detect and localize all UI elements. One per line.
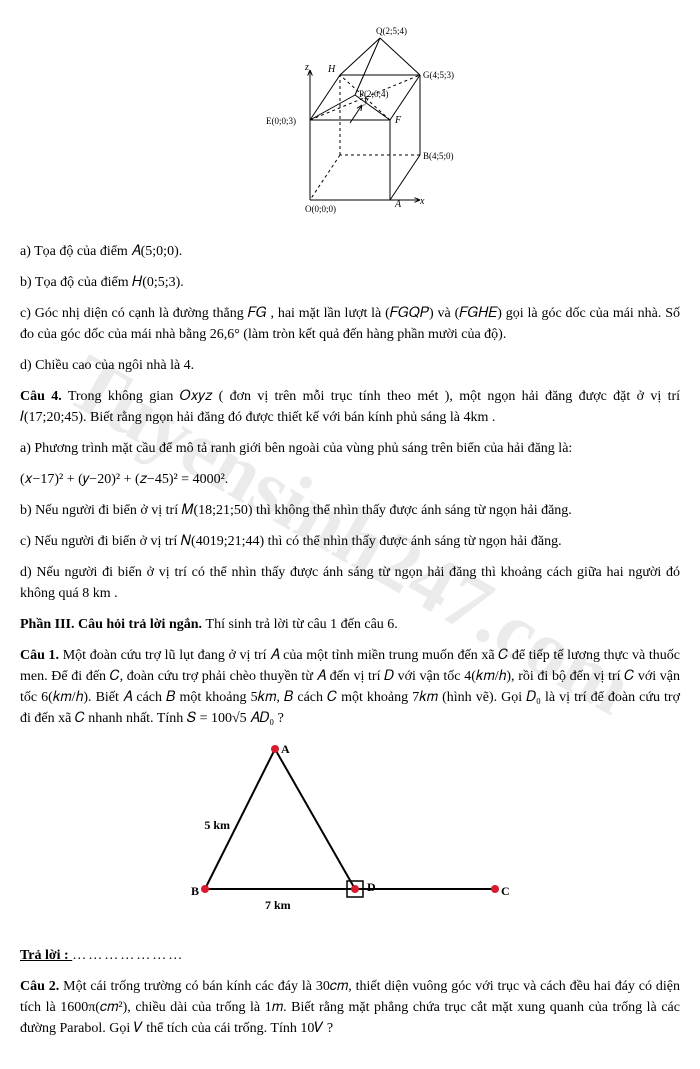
- svg-text:G(4;5;3): G(4;5;3): [423, 70, 454, 80]
- figure-3d: yO(0;0;0)AB(4;5;0)E(0;0;3)FG(4;5;3)HP(2;…: [220, 10, 480, 220]
- cau4-b: b) Nếu người đi biển ở vị trí 𝑀(18;21;50…: [20, 500, 680, 521]
- traloi-label: Trả lời :: [20, 948, 72, 963]
- svg-text:H: H: [327, 64, 336, 75]
- svg-text:x: x: [419, 196, 425, 207]
- page-content: yO(0;0;0)AB(4;5;0)E(0;0;3)FG(4;5;3)HP(2;…: [20, 10, 680, 1039]
- cau4-intro: Câu 4. Trong không gian 𝑂𝑥𝑦𝑧 ( đơn vị tr…: [20, 386, 680, 428]
- cau4-c: c) Nếu người đi biển ở vị trí 𝑁(4019;21;…: [20, 531, 680, 552]
- phan3-cau2-text: Câu 2. Một cái trống trường có bán kính …: [20, 979, 680, 1036]
- cau4-intro-text: Trong không gian 𝑂𝑥𝑦𝑧 ( đơn vị trên mỗi …: [20, 389, 680, 425]
- cau4-eq: (𝑥−17)² + (𝑦−20)² + (𝑧−45)² = 4000².: [20, 469, 680, 490]
- phan3-heading: Phần III. Câu hỏi trả lời ngắn. Thí sinh…: [20, 614, 680, 635]
- svg-text:O(0;0;0): O(0;0;0): [305, 204, 336, 214]
- item-d: d) Chiều cao của ngôi nhà là 4.: [20, 355, 680, 376]
- cau4-a: a) Phương trình mặt cầu để mô tả ranh gi…: [20, 438, 680, 459]
- cau2-label: Câu 2.: [20, 979, 59, 994]
- svg-text:7 km: 7 km: [265, 898, 291, 912]
- cau4-label: Câu 4.: [20, 389, 62, 404]
- traloi: Trả lời : …………………: [20, 945, 680, 966]
- svg-text:z: z: [304, 62, 309, 73]
- svg-text:C: C: [501, 884, 510, 898]
- svg-text:B(4;5;0): B(4;5;0): [423, 151, 454, 161]
- figure-3d-wrap: yO(0;0;0)AB(4;5;0)E(0;0;3)FG(4;5;3)HP(2;…: [20, 10, 680, 227]
- cau1-label: Câu 1.: [20, 648, 59, 663]
- svg-text:5 km: 5 km: [204, 818, 230, 832]
- svg-text:A: A: [394, 199, 402, 210]
- phan3-cau1-text: Câu 1. Một đoàn cứu trợ lũ lụt đang ở vị…: [20, 648, 680, 726]
- svg-text:D: D: [367, 880, 376, 894]
- phan3-heading-tail: Thí sinh trả lời từ câu 1 đến câu 6.: [206, 617, 398, 632]
- phan3-cau2: Câu 2. Một cái trống trường có bán kính …: [20, 976, 680, 1039]
- svg-text:P(2;0;4): P(2;0;4): [359, 89, 389, 99]
- cau4-d: d) Nếu người đi biển ở vị trí có thể nhì…: [20, 562, 680, 604]
- phan3-cau1: Câu 1. Một đoàn cứu trợ lũ lụt đang ở vị…: [20, 645, 680, 729]
- svg-text:F: F: [394, 115, 402, 126]
- svg-text:E(0;0;3): E(0;0;3): [266, 116, 296, 126]
- item-c: c) Góc nhị diện có cạnh là đường thẳng 𝐹…: [20, 303, 680, 345]
- phan3-heading-bold: Phần III. Câu hỏi trả lời ngắn.: [20, 617, 206, 632]
- item-a: a) Tọa độ của điểm 𝐴(5;0;0).: [20, 241, 680, 262]
- figure-2d-wrap: A B D C 5 km 7 km: [20, 739, 680, 931]
- svg-text:B: B: [191, 884, 199, 898]
- traloi-dots: …………………: [72, 948, 184, 963]
- item-b: b) Tọa độ của điểm 𝐻(0;5;3).: [20, 272, 680, 293]
- svg-text:Q(2;5;4): Q(2;5;4): [376, 26, 407, 36]
- figure-2d: A B D C 5 km 7 km: [175, 739, 525, 924]
- svg-text:A: A: [281, 742, 290, 756]
